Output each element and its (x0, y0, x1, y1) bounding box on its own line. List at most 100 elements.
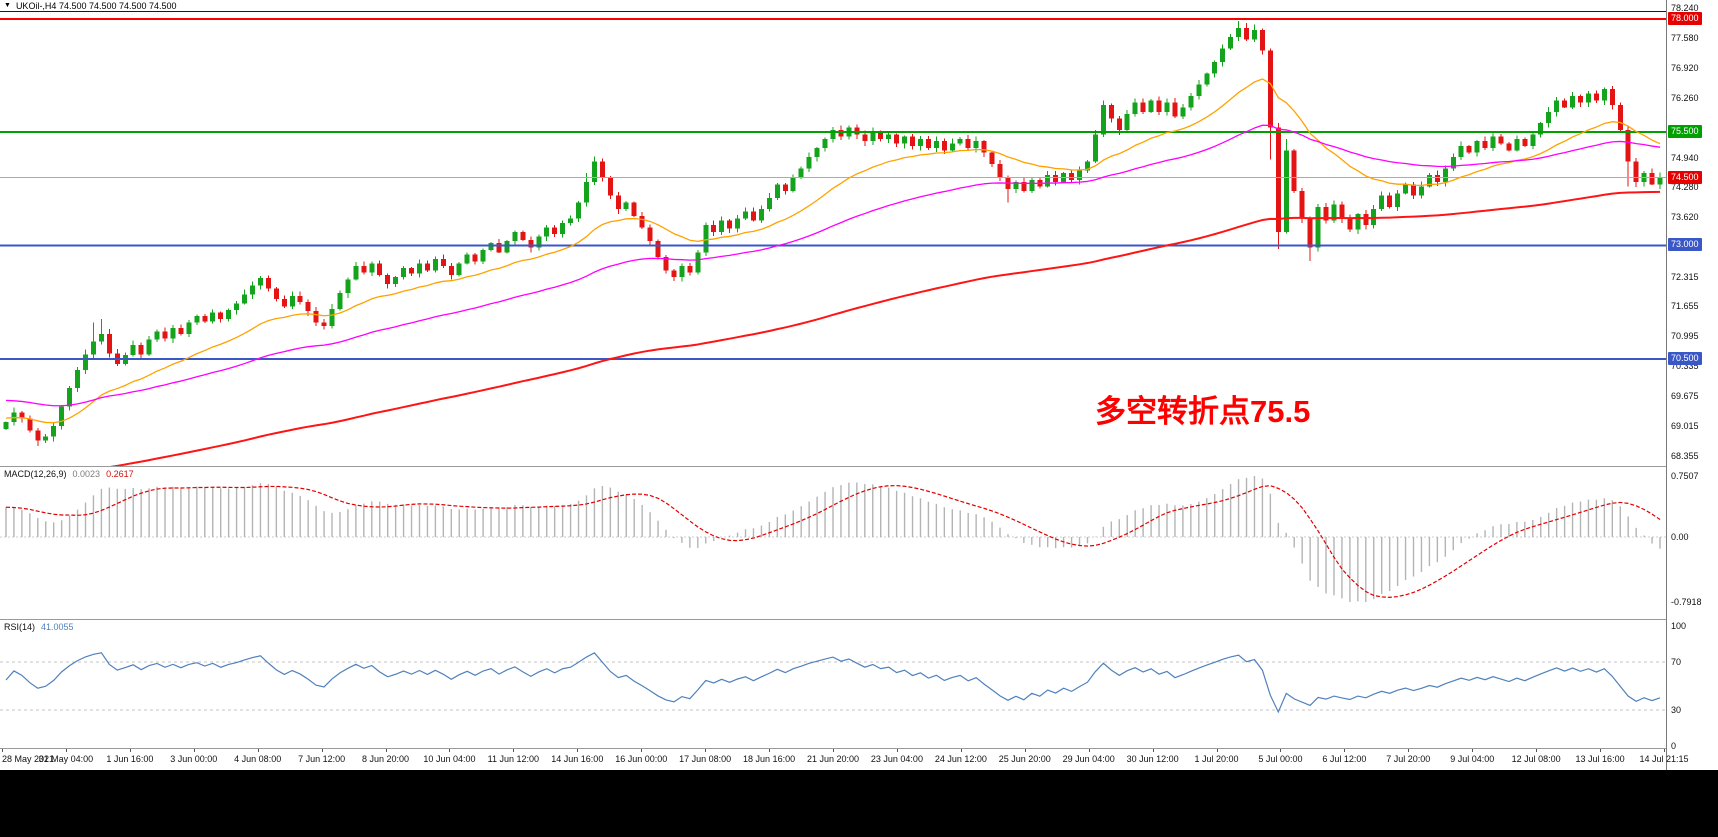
time-tick (257, 749, 259, 752)
time-label: 3 Jun 00:00 (170, 754, 218, 764)
time-tick (193, 749, 195, 752)
time-label: 10 Jun 04:00 (423, 754, 476, 764)
price-tick: 74.940 (1671, 152, 1699, 163)
time-label: 7 Jul 20:00 (1386, 754, 1431, 764)
candlestick-chart[interactable] (0, 0, 1666, 466)
time-tick (1216, 749, 1218, 752)
time-tick (1536, 749, 1538, 752)
price-tick: 73.620 (1671, 212, 1699, 223)
time-label: 1 Jul 20:00 (1194, 754, 1239, 764)
rsi-value: 41.0055 (41, 622, 74, 632)
time-label: 30 Jun 12:00 (1126, 754, 1179, 764)
panel-separator[interactable] (0, 619, 1718, 620)
time-tick (960, 749, 962, 752)
price-tick: 76.920 (1671, 62, 1699, 73)
time-label: 14 Jul 21:15 (1639, 754, 1689, 764)
rsi-axis-label: 30 (1671, 705, 1682, 715)
symbol-ohlc-label: UKOil-,H4 74.500 74.500 74.500 74.500 (15, 0, 177, 11)
rsi-label: RSI(14) (4, 622, 36, 632)
price-badge: 78.000 (1668, 11, 1702, 25)
time-label: 24 Jun 12:00 (934, 754, 987, 764)
rsi-axis-label: 100 (1671, 621, 1687, 631)
time-tick (1664, 749, 1665, 752)
time-tick (1472, 749, 1474, 752)
macd-header: MACD(12,26,9) 0.0023 0.2617 (4, 469, 134, 479)
price-tick: 78.240 (1671, 3, 1699, 13)
price-tick: 71.655 (1671, 301, 1699, 312)
time-tick (385, 749, 387, 752)
macd-label: MACD(12,26,9) (4, 469, 67, 479)
fast-ma (5, 78, 1661, 424)
macd-main-value: 0.0023 (72, 469, 101, 479)
price-tick: 76.260 (1671, 92, 1699, 103)
macd-histogram (5, 476, 1661, 602)
time-label: 23 Jun 04:00 (870, 754, 923, 764)
rsi-line (5, 652, 1661, 714)
price-badge: 73.000 (1668, 238, 1702, 252)
time-tick (449, 749, 451, 752)
panel-separator[interactable] (0, 466, 1718, 467)
time-tick (577, 749, 579, 752)
rsi-axis-label: 70 (1671, 657, 1682, 667)
time-tick (1600, 749, 1602, 752)
macd-signal-line (5, 485, 1661, 598)
time-tick (1152, 749, 1154, 752)
time-tick (833, 749, 834, 752)
time-label: 9 Jul 04:00 (1450, 754, 1495, 764)
time-tick (129, 749, 131, 752)
rsi-axis-label: 0 (1671, 741, 1677, 751)
macd-axis-label: 0.7507 (1671, 471, 1699, 481)
time-tick (641, 749, 643, 752)
time-label: 16 Jun 00:00 (615, 754, 668, 764)
chart-menu-icon[interactable]: ▼ (4, 1, 11, 9)
time-label: 8 Jun 20:00 (362, 754, 410, 764)
time-tick (321, 749, 323, 752)
time-tick (1024, 749, 1026, 752)
price-tick: 70.335 (1671, 361, 1699, 372)
price-tick: 68.355 (1671, 450, 1699, 461)
price-tick: 69.015 (1671, 421, 1699, 432)
bottom-bar (0, 770, 1718, 837)
price-tick: 77.580 (1671, 32, 1699, 43)
time-label: 1 Jun 16:00 (106, 754, 154, 764)
time-label: 31 May 04:00 (38, 754, 94, 764)
chart-top-border (0, 11, 1718, 12)
price-badge: 74.500 (1668, 170, 1702, 184)
time-tick (1088, 749, 1090, 752)
time-tick (1344, 749, 1346, 752)
time-label: 25 Jun 20:00 (998, 754, 1051, 764)
panel-separator[interactable] (0, 748, 1718, 749)
time-tick (1280, 749, 1282, 752)
time-tick (705, 749, 707, 752)
time-label: 5 Jul 00:00 (1258, 754, 1303, 764)
macd-plot[interactable] (0, 467, 1666, 619)
time-tick (2, 749, 3, 752)
price-axis[interactable]: 78.240 77.580 76.920 76.260 74.940 74.280 73.6… (1666, 0, 1718, 770)
time-label: 6 Jul 12:00 (1322, 754, 1367, 764)
symbol-header: ▼ UKOil-,H4 74.500 74.500 74.500 74.500 (4, 0, 177, 11)
time-tick (513, 749, 515, 752)
macd-axis-label: 0.00 (1671, 532, 1689, 542)
rsi-plot[interactable] (0, 620, 1666, 748)
time-axis[interactable]: 28 May 2021 31 May 04:00 1 Jun 16:00 3 Jun … (0, 749, 1718, 769)
price-badge: 70.500 (1668, 351, 1702, 365)
price-tick: 74.280 (1671, 182, 1699, 193)
time-label: 18 Jun 16:00 (743, 754, 796, 764)
candles (3, 21, 1663, 446)
time-label: 28 May 2021 (2, 754, 55, 764)
time-tick (896, 749, 898, 752)
time-label: 12 Jul 08:00 (1511, 754, 1561, 764)
time-tick (1408, 749, 1410, 752)
time-label: 11 Jun 12:00 (487, 754, 540, 764)
price-badge: 75.500 (1668, 125, 1702, 139)
macd-signal-value: 0.2617 (106, 469, 134, 479)
time-tick (769, 749, 771, 752)
time-label: 4 Jun 08:00 (234, 754, 282, 764)
price-tick: 70.995 (1671, 331, 1699, 342)
rsi-header: RSI(14) 41.0055 (4, 622, 74, 632)
horizontal-level-lines (0, 17, 1666, 360)
time-label: 21 Jun 20:00 (806, 754, 860, 764)
macd-axis-label: -0.7918 (1671, 597, 1702, 607)
time-label: 29 Jun 04:00 (1062, 754, 1115, 764)
